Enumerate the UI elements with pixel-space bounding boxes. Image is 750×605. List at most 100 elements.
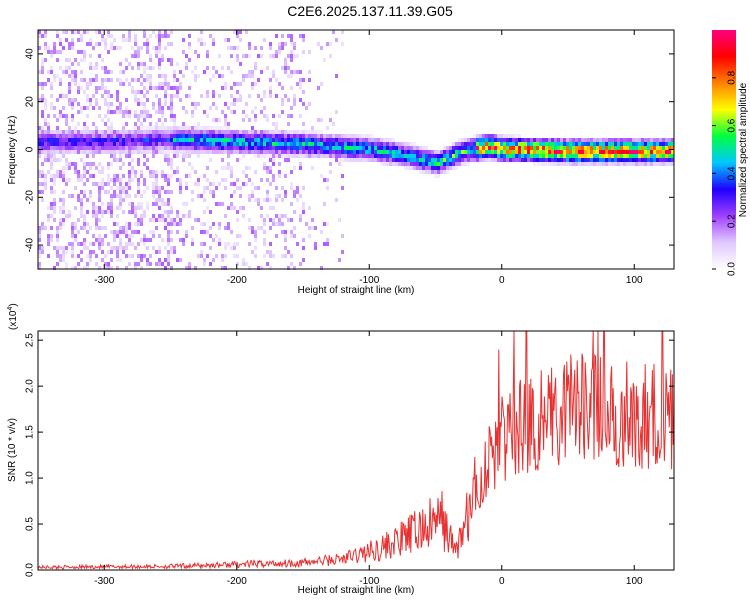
spectrogram-cell bbox=[65, 114, 68, 118]
spectrogram-cell bbox=[149, 34, 152, 38]
spectrogram-cell bbox=[149, 170, 152, 174]
spectrogram-cell bbox=[281, 222, 284, 226]
spectrogram-cell bbox=[74, 238, 77, 242]
spectrogram-cell bbox=[224, 242, 227, 246]
spectrogram-cell bbox=[341, 146, 344, 150]
spectrogram-cell bbox=[74, 226, 77, 230]
spectrogram-cell bbox=[122, 226, 125, 230]
spectrogram-cell bbox=[212, 38, 215, 42]
spectrogram-cell bbox=[68, 150, 71, 154]
spectrogram-cell bbox=[257, 134, 260, 138]
spectrogram-cell bbox=[371, 154, 374, 158]
spectrogram-cell bbox=[380, 154, 383, 158]
spectrogram-cell bbox=[185, 154, 188, 158]
spectrogram-cell bbox=[620, 150, 623, 154]
spectrogram-cell bbox=[236, 54, 239, 58]
spectrogram-cell bbox=[215, 118, 218, 122]
spectrogram-cell bbox=[593, 162, 596, 166]
spectrogram-cell bbox=[152, 102, 155, 106]
spectrogram-cell bbox=[536, 150, 539, 154]
spectrogram-cell bbox=[98, 218, 101, 222]
spectrogram-cell bbox=[107, 78, 110, 82]
spectrogram-cell bbox=[59, 38, 62, 42]
spectrogram-cell bbox=[236, 186, 239, 190]
snr-y-tick-label: 1.5 bbox=[25, 425, 36, 439]
spectrogram-cell bbox=[224, 114, 227, 118]
spectrogram-cell bbox=[470, 154, 473, 158]
spectrogram-cell bbox=[518, 138, 521, 142]
spectrogram-cell bbox=[551, 158, 554, 162]
spectrogram-cell bbox=[131, 206, 134, 210]
spectrogram-cell bbox=[221, 142, 224, 146]
spectrogram-cell bbox=[662, 138, 665, 142]
spectrogram-cell bbox=[83, 130, 86, 134]
spectrogram-cell bbox=[293, 226, 296, 230]
spectrogram-cell bbox=[47, 158, 50, 162]
spectrogram-cell bbox=[596, 150, 599, 154]
spectrogram-cell bbox=[125, 154, 128, 158]
spectrogram-cell bbox=[50, 158, 53, 162]
spectrogram-cell bbox=[626, 146, 629, 150]
spectrogram-cell bbox=[512, 146, 515, 150]
spectrogram-cell bbox=[101, 202, 104, 206]
spectrogram-cell bbox=[194, 170, 197, 174]
spectrogram-cell bbox=[269, 182, 272, 186]
spectrogram-cell bbox=[182, 142, 185, 146]
spectrogram-cell bbox=[656, 146, 659, 150]
spectrogram-cell bbox=[380, 138, 383, 142]
spectrogram-cell bbox=[71, 102, 74, 106]
spectrogram-cell bbox=[68, 142, 71, 146]
spectrogram-cell bbox=[212, 142, 215, 146]
spectrogram-cell bbox=[188, 134, 191, 138]
spectrogram-cell bbox=[101, 142, 104, 146]
spectrogram-cell bbox=[167, 42, 170, 46]
spectrogram-cell bbox=[236, 142, 239, 146]
spectrogram-cell bbox=[638, 150, 641, 154]
spectrogram-cell bbox=[548, 138, 551, 142]
spectrogram-cell bbox=[197, 126, 200, 130]
spectrogram-cell bbox=[176, 178, 179, 182]
spectrogram-cell bbox=[98, 246, 101, 250]
spectrogram-cell bbox=[113, 146, 116, 150]
spectrogram-cell bbox=[458, 162, 461, 166]
spectrogram-cell bbox=[269, 250, 272, 254]
spectrogram-cell bbox=[62, 30, 65, 34]
spectrogram-cell bbox=[452, 158, 455, 162]
spectrogram-cell bbox=[236, 178, 239, 182]
spectrogram-cell bbox=[416, 150, 419, 154]
spectrogram-cell bbox=[107, 242, 110, 246]
spectrogram-cell bbox=[554, 138, 557, 142]
spectrogram-cell bbox=[125, 186, 128, 190]
spectrogram-cell bbox=[92, 138, 95, 142]
spectrogram-cell bbox=[194, 106, 197, 110]
spectrogram-cell bbox=[353, 146, 356, 150]
colorbar-tick-label: 0.8 bbox=[727, 70, 738, 84]
spectrogram-cell bbox=[557, 158, 560, 162]
spectrogram-cell bbox=[134, 130, 137, 134]
spectrogram-cell bbox=[242, 138, 245, 142]
spectrogram-cell bbox=[104, 190, 107, 194]
spectrogram-cell bbox=[59, 134, 62, 138]
spectrogram-cell bbox=[56, 262, 59, 266]
spectrogram-cell bbox=[572, 154, 575, 158]
spectrogram-cell bbox=[170, 118, 173, 122]
spectrogram-cell bbox=[44, 130, 47, 134]
spectrogram-cell bbox=[86, 98, 89, 102]
spectrogram-cell bbox=[413, 162, 416, 166]
colorbar-tick-label: 0.2 bbox=[727, 214, 738, 228]
spectrogram-cell bbox=[191, 238, 194, 242]
spectrogram-cell bbox=[299, 146, 302, 150]
spectrogram-cell bbox=[89, 82, 92, 86]
spectrogram-cell bbox=[290, 54, 293, 58]
spectrogram-cell bbox=[41, 126, 44, 130]
spectrogram-cell bbox=[521, 138, 524, 142]
spectrogram-cell bbox=[110, 194, 113, 198]
spectrogram-cell bbox=[107, 206, 110, 210]
spectrogram-cell bbox=[365, 158, 368, 162]
spectrogram-cell bbox=[41, 162, 44, 166]
spectrogram-cell bbox=[473, 154, 476, 158]
spectrogram-cell bbox=[362, 134, 365, 138]
spectrogram-cell bbox=[185, 94, 188, 98]
spectrogram-cell bbox=[158, 246, 161, 250]
spectrogram-cell bbox=[149, 238, 152, 242]
